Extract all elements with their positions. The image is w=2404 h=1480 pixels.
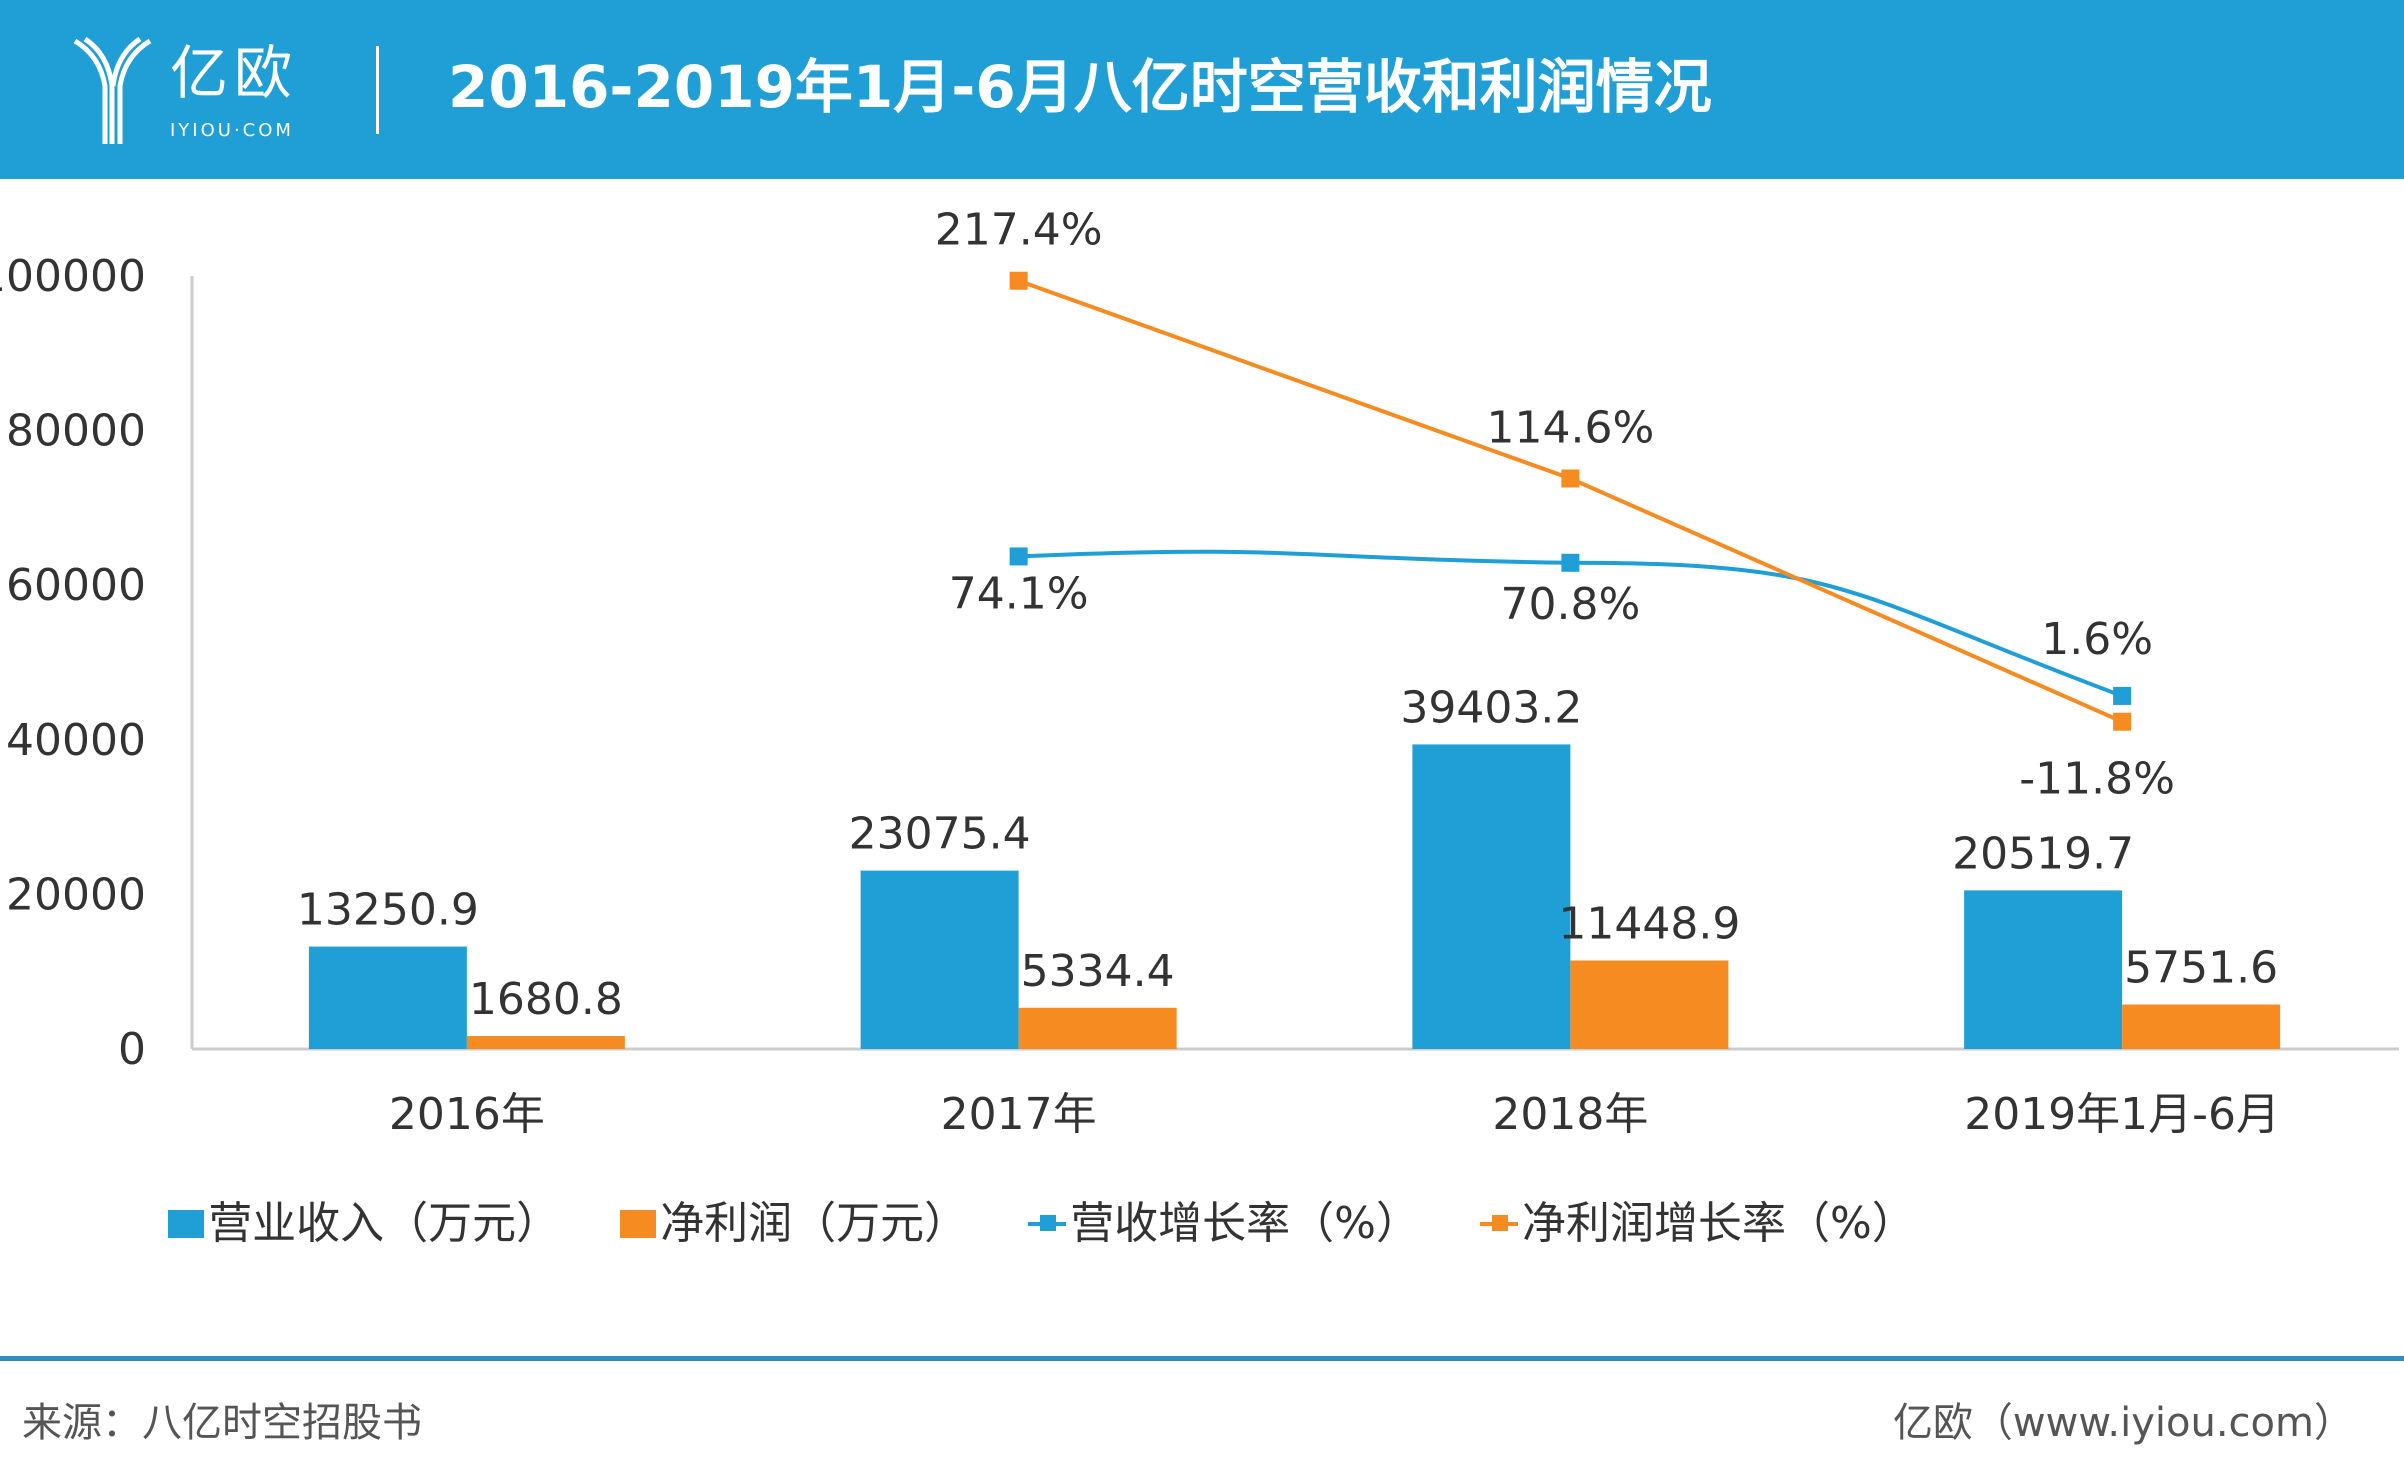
legend: 营业收入（万元） 净利润（万元） 营收增长率（%） 净利润增长率（%） [0, 1196, 2404, 1252]
header-divider [376, 46, 379, 134]
line-point-marker [1009, 547, 1028, 566]
legend-item-net-profit: 净利润（万元） [620, 1196, 968, 1252]
bar-net-profit [1570, 960, 1729, 1049]
y-tick-label: 80000 [6, 406, 146, 457]
x-tick-label: 2017年 [941, 1089, 1097, 1140]
logo-text-en: IYIOU·COM [170, 120, 294, 141]
line-point-marker [1561, 553, 1580, 572]
bar-data-label: 23075.4 [849, 809, 1031, 860]
logo-y-icon [73, 36, 152, 144]
y-tick-label: 20000 [6, 869, 146, 920]
line-data-label: 70.8% [1500, 579, 1640, 630]
line-point-marker [1561, 469, 1580, 488]
bar-data-label: 13250.9 [297, 885, 479, 936]
line-point-marker [2113, 712, 2132, 731]
legend-swatch [168, 1210, 205, 1238]
bar-data-label: 5334.4 [1021, 946, 1175, 997]
bar-revenue [1964, 890, 2123, 1049]
bar-revenue [1412, 744, 1571, 1049]
line-point-marker [1009, 271, 1028, 290]
line-data-label: -11.8% [2019, 754, 2175, 805]
legend-item-revenue: 营业收入（万元） [168, 1196, 560, 1252]
y-tick-label: 0 [118, 1024, 146, 1075]
legend-item-revenue-growth: 营收增长率（%） [1028, 1196, 1420, 1252]
chart-title: 2016-2019年1月-6月八亿时空营收和利润情况 [448, 53, 1712, 121]
bar-data-label: 20519.7 [1952, 828, 2134, 879]
y-tick-label: 100000 [0, 251, 146, 302]
x-tick-label: 2018年 [1492, 1089, 1648, 1140]
legend-item-profit-growth: 净利润增长率（%） [1480, 1196, 1916, 1252]
header-banner: 亿欧 IYIOU·COM 2016-2019年1月-6月八亿时空营收和利润情况 [0, 0, 2404, 179]
chart-area: 0 20000 40000 60000 80000 100000 2016年 2017年 201… [0, 205, 2399, 1140]
line-point-marker [2113, 686, 2132, 705]
credit-note: 亿欧（www.iyiou.com） [1892, 1400, 2354, 1446]
line-profit-growth [1017, 278, 2123, 724]
bar-revenue [860, 870, 1019, 1049]
bar-net-profit [466, 1036, 625, 1049]
line-data-label: 217.4% [935, 205, 1103, 256]
bar-data-label: 11448.9 [1558, 899, 1740, 950]
x-tick-label: 2019年1月-6月 [1964, 1089, 2280, 1140]
legend-swatch [620, 1210, 657, 1238]
line-data-label: 114.6% [1486, 403, 1654, 454]
bar-net-profit [1018, 1007, 1177, 1049]
bar-revenue [308, 946, 467, 1049]
y-tick-label: 40000 [6, 715, 146, 766]
line-data-label: 1.6% [2041, 614, 2153, 665]
iyiou-logo: 亿欧 IYIOU·COM [70, 36, 320, 146]
y-tick-label: 60000 [6, 560, 146, 611]
bar-data-label: 1680.8 [469, 974, 623, 1025]
line-data-label: 74.1% [949, 568, 1089, 619]
bar-data-label: 39403.2 [1400, 682, 1582, 733]
x-tick-label: 2016年 [389, 1089, 545, 1140]
bar-data-label: 5751.6 [2124, 943, 2278, 994]
logo-text-cn: 亿欧 [170, 39, 299, 107]
legend-line-marker [1028, 1215, 1067, 1231]
source-note: 来源：八亿时空招股书 [22, 1400, 422, 1446]
bar-net-profit [2122, 1004, 2281, 1049]
footer-divider [0, 1356, 2404, 1361]
legend-line-marker [1480, 1215, 1518, 1231]
